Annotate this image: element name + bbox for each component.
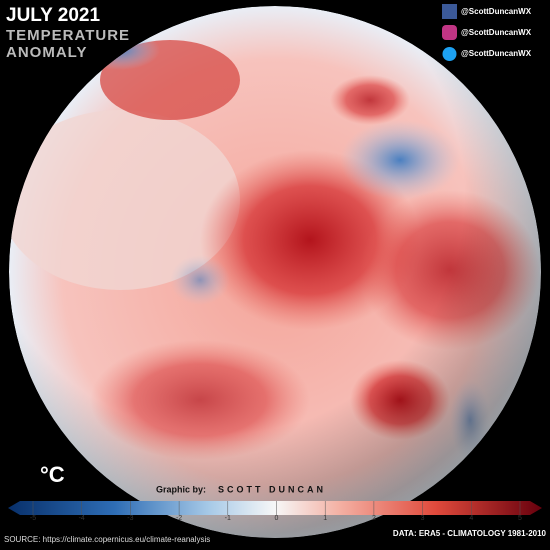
social-handle: @ScottDuncanWX (461, 49, 532, 58)
facebook-icon (442, 4, 457, 19)
social-handle: @ScottDuncanWX (461, 7, 532, 16)
colorbar-bar (8, 501, 542, 515)
source: SOURCE: https://climate.copernicus.eu/cl… (4, 535, 210, 544)
tick-label: -4 (79, 515, 85, 522)
tick-label: -3 (127, 515, 133, 522)
tick-label: 2 (372, 515, 376, 522)
subtitle: ANOMALY (6, 44, 87, 61)
unit: °C (40, 462, 65, 487)
colorbar: -5 -4 -3 -2 -1 0 1 2 3 4 5 (8, 501, 542, 522)
credit-name: SCOTT DUNCAN (218, 484, 326, 494)
globe (9, 6, 541, 538)
tick-label: 1 (323, 515, 327, 522)
tick-label: -5 (30, 515, 36, 522)
social-handle: @ScottDuncanWX (461, 28, 532, 37)
tick-label: 4 (469, 515, 473, 522)
data-note: DATA: ERA5 - CLIMATOLOGY 1981-2010 (393, 529, 547, 538)
title: JULY 2021 (6, 5, 100, 26)
tick-label: 3 (421, 515, 425, 522)
tick-label: 5 (518, 515, 522, 522)
subtitle: TEMPERATURE (6, 27, 130, 44)
credit-label: Graphic by: (156, 484, 206, 494)
tick-label: -2 (176, 515, 182, 522)
tick-label: 0 (275, 515, 279, 522)
tick-label: -1 (225, 515, 231, 522)
twitter-icon (442, 47, 457, 61)
instagram-icon (442, 25, 457, 40)
